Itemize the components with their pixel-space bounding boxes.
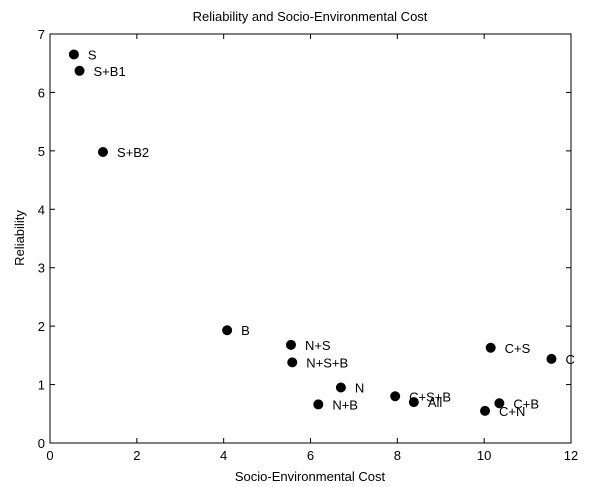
data-point xyxy=(335,382,346,393)
x-tick-label: 4 xyxy=(220,448,227,463)
data-point xyxy=(287,357,298,368)
x-tick-label: 0 xyxy=(46,448,53,463)
data-point xyxy=(390,391,401,402)
point-label: N+B xyxy=(332,397,358,412)
y-tick-label: 7 xyxy=(38,27,45,42)
x-axis-label: Socio-Environmental Cost xyxy=(235,469,386,484)
y-tick-label: 0 xyxy=(38,436,45,451)
data-point xyxy=(494,398,505,409)
data-point xyxy=(485,342,496,353)
y-axis-label: Reliability xyxy=(12,210,27,266)
point-label: S+B2 xyxy=(117,145,149,160)
data-point xyxy=(68,49,79,60)
data-point xyxy=(74,65,85,76)
point-label: B xyxy=(241,323,250,338)
point-label: S+B1 xyxy=(94,64,126,79)
data-point xyxy=(546,353,557,364)
x-tick-label: 6 xyxy=(307,448,314,463)
x-tick-label: 2 xyxy=(133,448,140,463)
x-tick-label: 8 xyxy=(394,448,401,463)
point-label: C+B xyxy=(513,396,539,411)
point-label: C+S+B xyxy=(409,389,451,404)
point-label: S xyxy=(88,47,97,62)
point-label: N+S+B xyxy=(306,355,348,370)
data-point xyxy=(97,147,108,158)
y-tick-label: 1 xyxy=(38,378,45,393)
data-point xyxy=(480,405,491,416)
y-tick-label: 6 xyxy=(38,85,45,100)
y-tick-label: 5 xyxy=(38,144,45,159)
point-label: N xyxy=(355,380,364,395)
data-point xyxy=(408,397,419,408)
point-label: C xyxy=(565,352,574,367)
y-tick-label: 2 xyxy=(38,319,45,334)
plot-area-frame xyxy=(49,33,572,444)
point-label: C+S xyxy=(505,341,531,356)
data-point xyxy=(285,339,296,350)
chart-title: Reliability and Socio-Environmental Cost xyxy=(193,9,428,24)
data-point xyxy=(222,325,233,336)
point-label: C+N xyxy=(499,404,525,419)
x-tick-label: 12 xyxy=(564,448,578,463)
point-label: All xyxy=(428,395,443,410)
y-tick-label: 3 xyxy=(38,261,45,276)
y-tick-label: 4 xyxy=(38,202,45,217)
data-point xyxy=(313,399,324,410)
x-tick-label: 10 xyxy=(477,448,491,463)
point-label: N+S xyxy=(305,338,331,353)
